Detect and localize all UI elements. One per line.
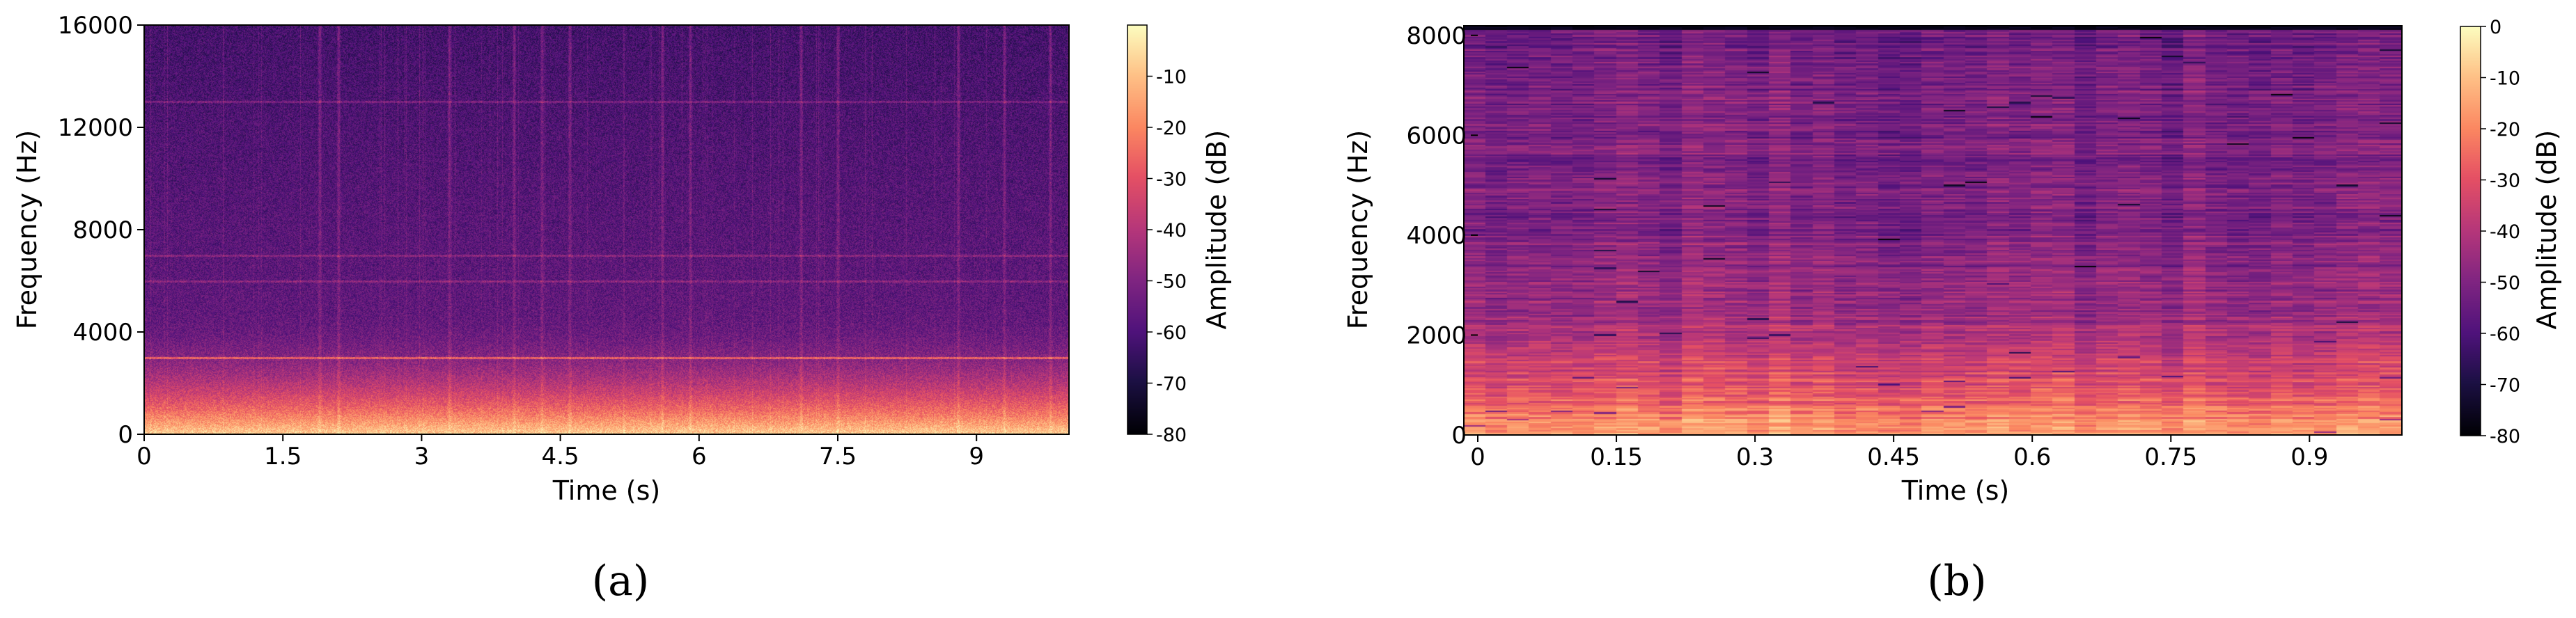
colorbar-tick-label-a: -30 (1156, 169, 1187, 191)
x-axis-title-a: Time (s) (552, 475, 661, 506)
x-tick-label-a: 0 (136, 443, 152, 470)
y-tick-label-b: 4000 (1406, 222, 1467, 250)
y-tick-label-a: 8000 (72, 216, 133, 244)
spectrogram-a (144, 25, 1069, 434)
colorbar-tick-label-a: -50 (1156, 271, 1187, 293)
colorbar-tick-label-b: -40 (2490, 221, 2520, 243)
panel-label-b: (b) (1927, 557, 1986, 605)
colorbar-tick-label-b: -50 (2490, 273, 2520, 294)
x-tick-label-a: 9 (969, 443, 984, 470)
plot-frame-b (1463, 25, 2403, 436)
y-tick-label-b: 2000 (1406, 322, 1467, 349)
x-tick-label-b: 0.6 (2013, 443, 2051, 471)
y-axis-title-a: Frequency (Hz) (12, 130, 42, 330)
colorbar-a (1127, 25, 1147, 434)
colorbar-ticks-a: -10 -20 -30 -40 -50 -60 -70 -80 (1147, 67, 1187, 446)
colorbar-tick-label-a: -40 (1156, 220, 1187, 241)
x-ticks-a: 0 1.5 3 4.5 6 7.5 9 (136, 434, 984, 470)
colorbar-title-a: Amplitude (dB) (1201, 130, 1232, 330)
colorbar-tick-label-b: -80 (2490, 426, 2520, 447)
spectrogram-a-plot (144, 25, 1069, 434)
colorbar-b (2460, 26, 2481, 436)
colorbar-tick-label-b: -30 (2490, 171, 2520, 192)
colorbar-tick-label-a: -80 (1156, 425, 1187, 446)
x-tick-label-a: 7.5 (819, 443, 857, 470)
x-axis-title-b: Time (s) (1901, 475, 2010, 506)
panel-a: 0 1.5 3 4.5 6 7.5 9 0 4000 8000 12000 16000 Time (… (12, 12, 1232, 605)
colorbar-tick-label-b: -60 (2490, 324, 2520, 345)
colorbar-tick-label-a: -60 (1156, 322, 1187, 344)
y-tick-label-a: 12000 (58, 114, 133, 142)
x-tick-label-a: 4.5 (542, 443, 579, 470)
colorbar-tick-label-b: -10 (2490, 68, 2520, 90)
colorbar-tick-label-a: -70 (1156, 374, 1187, 395)
y-axis-title-b: Frequency (Hz) (1343, 130, 1373, 330)
colorbar-tick-label-b: -20 (2490, 119, 2520, 141)
y-tick-label-a: 4000 (72, 319, 133, 347)
x-tick-label-a: 1.5 (264, 443, 302, 470)
y-tick-label-a: 0 (118, 421, 133, 449)
y-tick-label-a: 16000 (58, 12, 133, 40)
spectrogram-b-plot (1464, 26, 2402, 435)
colorbar-tick-label-b: 0 (2490, 17, 2501, 38)
panel-label-a: (a) (592, 557, 650, 605)
colorbar-tick-label-a: -20 (1156, 118, 1187, 139)
colorbar-tick-label-b: -70 (2490, 375, 2520, 397)
spectrogram-b (1464, 26, 2402, 435)
x-tick-label-b: 0 (1470, 443, 1485, 471)
x-tick-label-b: 0.15 (1590, 443, 1643, 471)
y-ticks-b: 0 2000 4000 6000 8000 (1406, 22, 1478, 450)
x-tick-label-a: 3 (414, 443, 430, 470)
y-tick-label-b: 8000 (1406, 22, 1467, 50)
colorbar-title-b: Amplitude (dB) (2531, 130, 2562, 330)
x-tick-label-b: 0.45 (1867, 443, 1920, 471)
y-tick-label-b: 0 (1451, 422, 1467, 450)
colorbar-ticks-b: 0 -10 -20 -30 -40 -50 -60 -70 -80 (2481, 17, 2520, 447)
panel-b: 0 0.15 0.3 0.45 0.6 0.75 0.9 0 2000 4000 6000 8000… (1343, 17, 2562, 605)
x-ticks-b: 0 0.15 0.3 0.45 0.6 0.75 0.9 (1470, 435, 2328, 471)
y-ticks-a: 0 4000 8000 12000 16000 (58, 12, 144, 449)
y-tick-label-b: 6000 (1406, 122, 1467, 150)
x-tick-label-b: 0.9 (2290, 443, 2328, 471)
x-tick-label-b: 0.3 (1736, 443, 1774, 471)
colorbar-a-gradient (1127, 25, 1147, 434)
colorbar-tick-label-a: -10 (1156, 67, 1187, 88)
x-tick-label-b: 0.75 (2144, 443, 2197, 471)
x-tick-label-a: 6 (692, 443, 707, 470)
colorbar-b-gradient (2460, 26, 2481, 436)
